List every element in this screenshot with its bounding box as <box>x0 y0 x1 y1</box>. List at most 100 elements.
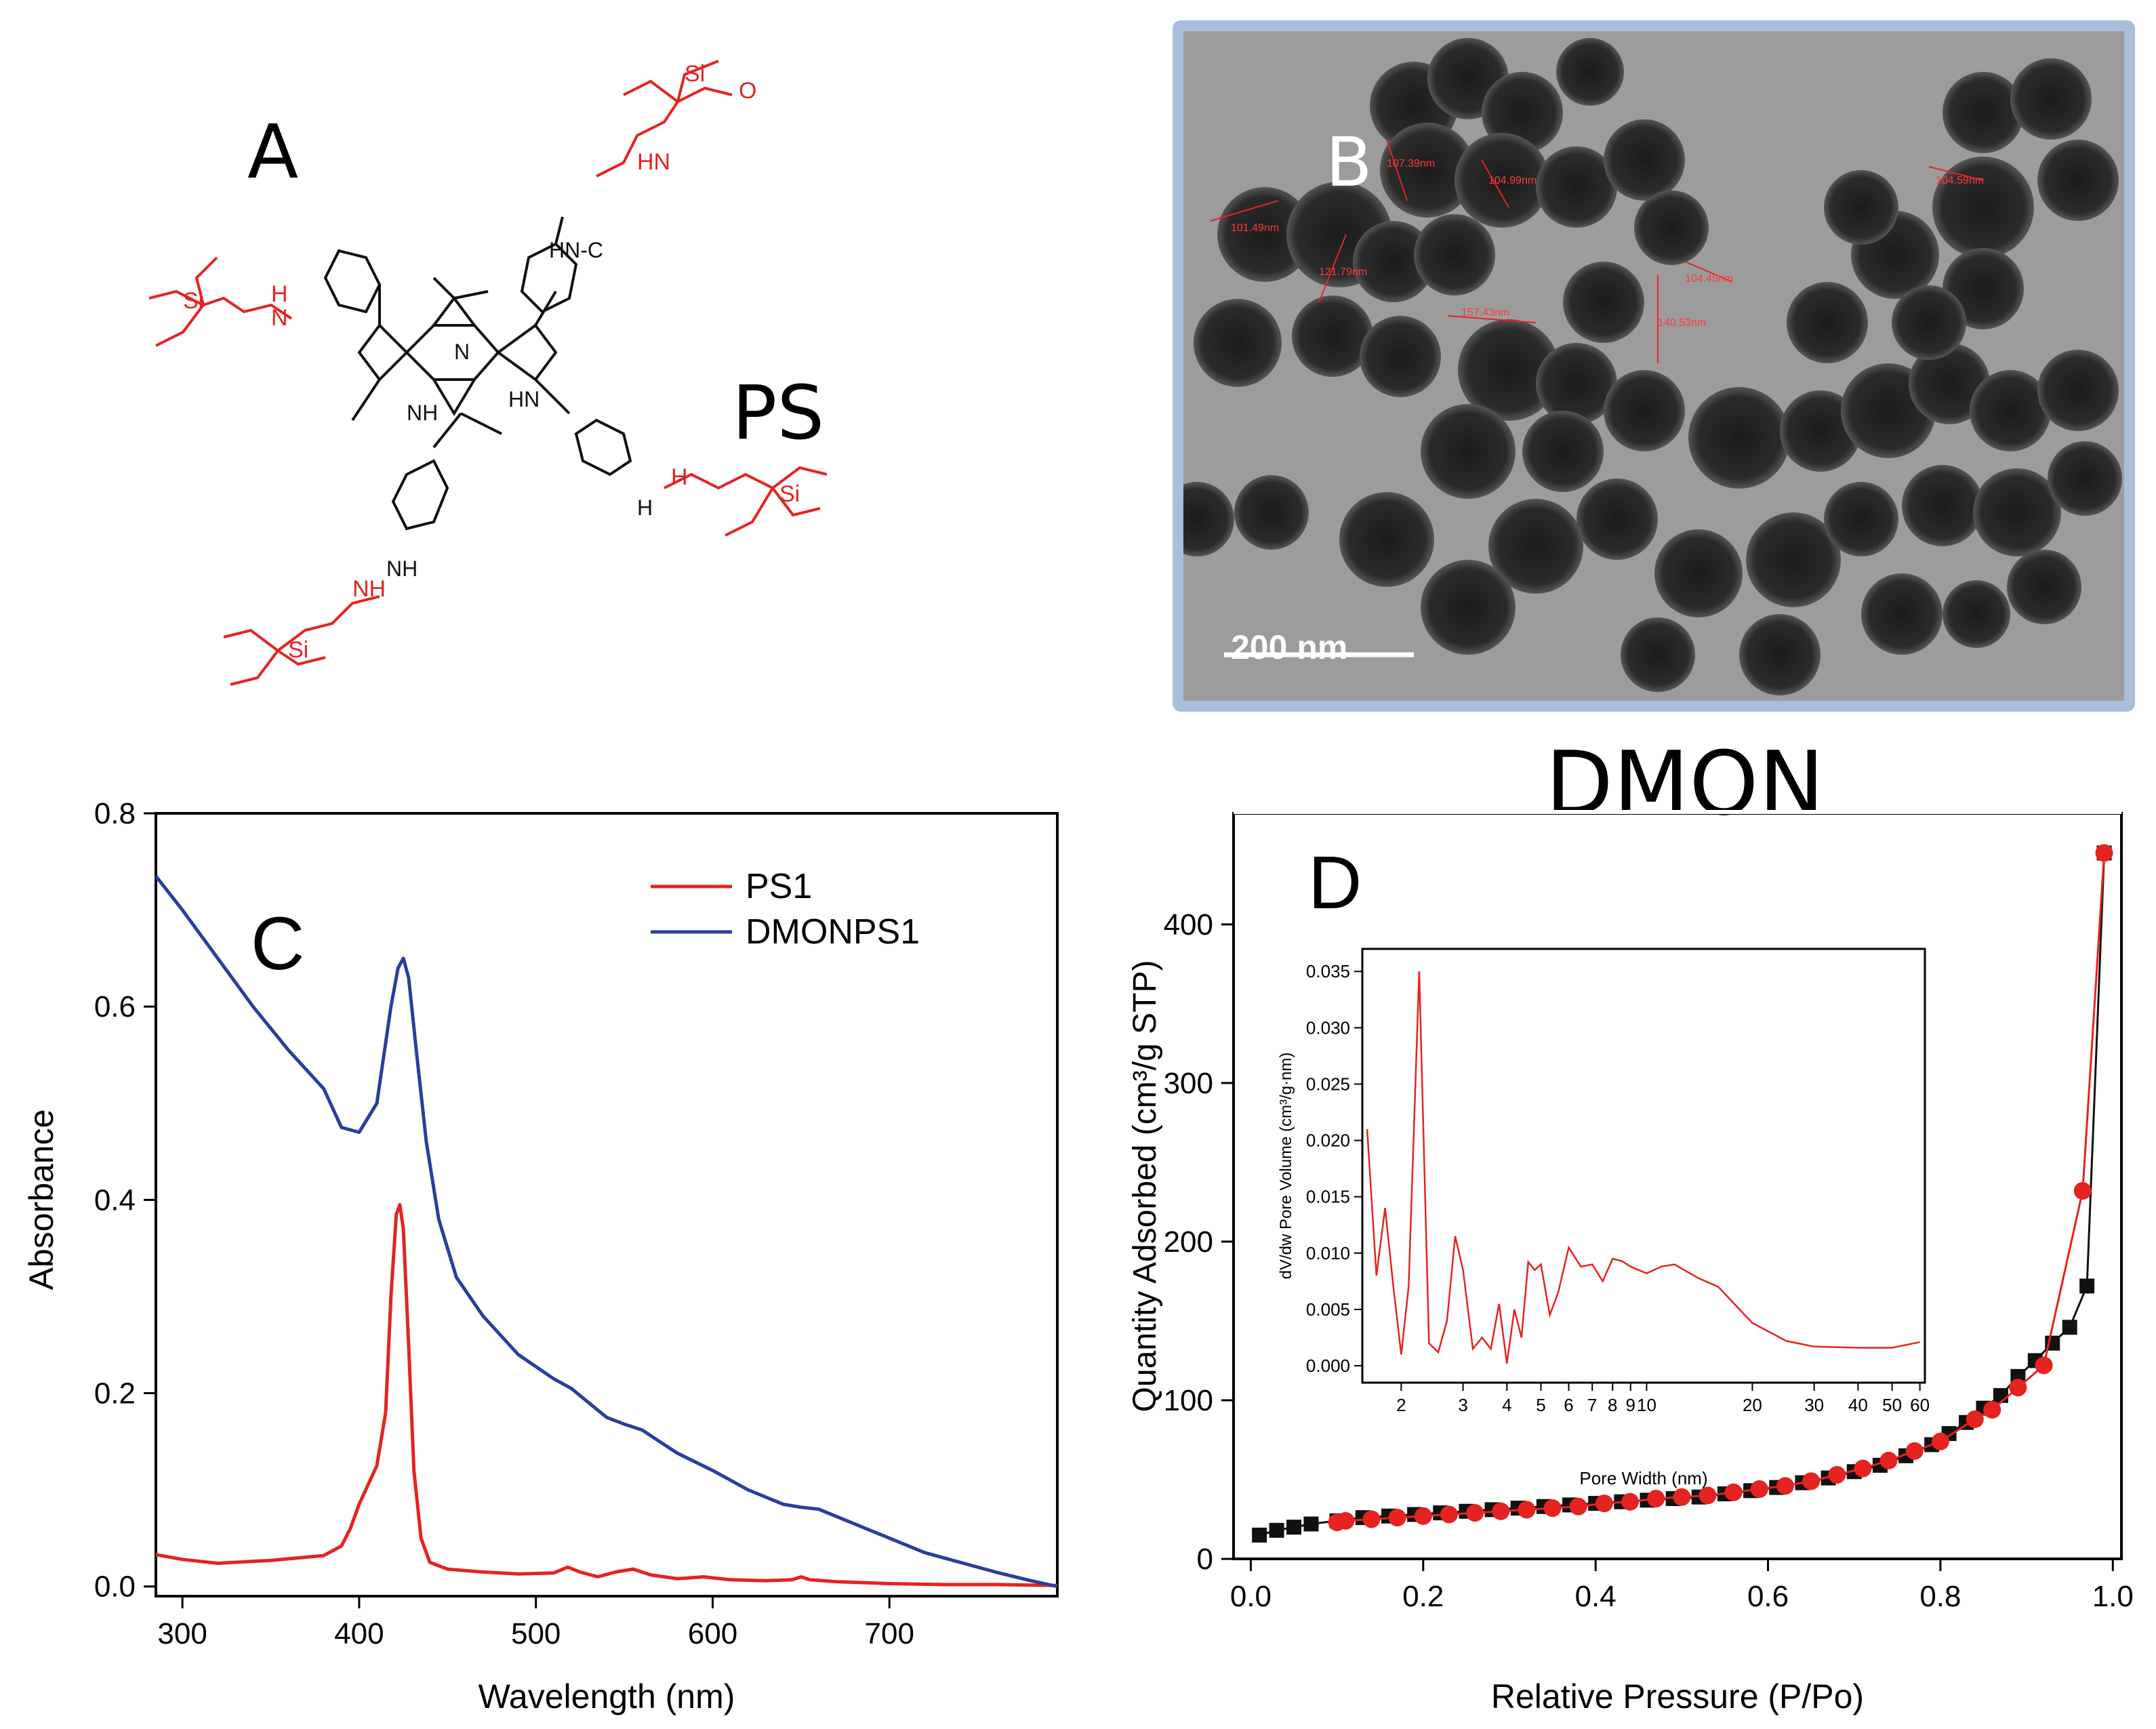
inset-x-tick-label: 8 <box>1608 1395 1617 1415</box>
series-line-ps1 <box>155 1203 1058 1587</box>
point-desorption <box>1879 1451 1898 1469</box>
d-ticks: 0.0 0.2 0.4 0.6 0.8 1.0 0 100 200 300 400 <box>1164 908 2134 1613</box>
inset-y-tick-label: 0.035 <box>1306 961 1350 981</box>
d-x-tick-label: 0.8 <box>1919 1580 1961 1613</box>
svg-text:104.45nm: 104.45nm <box>1685 273 1733 285</box>
svg-text:HN: HN <box>637 149 670 175</box>
inset-x-tick-label: 9 <box>1626 1395 1635 1415</box>
point-adsorption <box>1286 1520 1302 1535</box>
svg-text:N: N <box>271 305 288 331</box>
point-adsorption <box>2062 1320 2077 1335</box>
point-desorption <box>1414 1507 1432 1525</box>
svg-text:NH: NH <box>407 401 438 425</box>
legend-ps1: PS1 <box>746 867 812 906</box>
svg-text:140.53nm: 140.53nm <box>1658 317 1706 329</box>
c-x-axis-label: Wavelength (nm) <box>479 1677 735 1715</box>
dmon-title: DMON <box>1545 732 1825 835</box>
panel-b-label: B <box>1326 123 1372 202</box>
measurement-labels: 107.39nm 104.99nm 104.59nm 101.49nm 121.… <box>1231 158 1984 329</box>
point-desorption <box>1440 1505 1458 1524</box>
point-desorption <box>1905 1442 1924 1460</box>
inset-y-tick-label: 0.020 <box>1306 1131 1350 1151</box>
panel-c-label: C <box>251 902 304 985</box>
point-desorption <box>1388 1509 1406 1527</box>
point-desorption <box>1983 1401 2001 1419</box>
point-desorption <box>1569 1497 1587 1516</box>
d-y-axis-label: Quantity Adsorbed (cm³/g STP) <box>1127 960 1163 1412</box>
panel-a-label: A <box>247 108 299 195</box>
svg-text:Si: Si <box>288 637 308 663</box>
plot-frame-c <box>155 812 1059 1598</box>
inset-x-tick-label: 30 <box>1804 1395 1824 1415</box>
isotherm-chart: 0.0 0.2 0.4 0.6 0.8 1.0 0 100 200 300 400 D Relati… <box>1127 810 2134 1715</box>
core-labels: HN-C N NH HN H NH <box>386 238 653 581</box>
compound-label: PS <box>732 369 825 456</box>
point-desorption <box>1750 1480 1768 1499</box>
point-desorption <box>1362 1510 1381 1528</box>
scale-bar-label: 200 nm <box>1231 628 1348 666</box>
point-desorption <box>1621 1492 1640 1511</box>
point-desorption <box>1466 1504 1484 1522</box>
point-desorption <box>1776 1477 1794 1495</box>
point-adsorption <box>1303 1516 1319 1532</box>
d-y-tick-label: 400 <box>1164 908 1213 941</box>
measurement-lines <box>1210 139 1984 363</box>
svg-text:N: N <box>454 340 470 364</box>
point-adsorption <box>1252 1527 1267 1543</box>
point-desorption <box>2073 1182 2092 1200</box>
tem-image-frame: 107.39nm 104.99nm 104.59nm 101.49nm 121.… <box>1173 20 2135 712</box>
inset-ticks: 2 3 4 5 6 7 8 9 10 20 30 40 50 60 0.000 0.005 0.010 0.015… <box>1306 961 1930 1415</box>
point-desorption <box>1724 1483 1743 1501</box>
svg-text:H: H <box>671 464 688 490</box>
point-desorption <box>1673 1488 1691 1506</box>
svg-text:HN-C: HN-C <box>549 238 603 262</box>
c-y-tick-label: 0.6 <box>94 990 136 1023</box>
svg-text:101.49nm: 101.49nm <box>1231 222 1279 234</box>
point-desorption <box>2095 844 2113 862</box>
inset-y-axis-label: dV/dw Pore Volume (cm³/g·nm) <box>1277 1053 1295 1280</box>
svg-text:Si: Si <box>685 61 705 87</box>
inset-x-tick-label: 4 <box>1502 1395 1511 1415</box>
point-adsorption <box>2079 1278 2095 1294</box>
point-desorption <box>1828 1465 1846 1484</box>
point-desorption <box>1337 1511 1355 1530</box>
c-y-tick-label: 0.0 <box>94 1570 136 1604</box>
c-x-tick-label: 400 <box>334 1617 384 1650</box>
point-desorption <box>1647 1490 1665 1508</box>
c-x-tick-label: 300 <box>157 1617 207 1650</box>
d-series <box>1252 844 2113 1543</box>
d-x-tick-label: 0.2 <box>1402 1580 1444 1613</box>
inset-x-tick-label: 5 <box>1536 1395 1545 1415</box>
inset-x-axis-label: Pore Width (nm) <box>1579 1468 1707 1488</box>
c-ticks: 300 400 500 600 700 0.0 0.2 0.4 0.6 0.8 <box>94 797 914 1650</box>
d-x-tick-label: 1.0 <box>2092 1580 2134 1613</box>
point-adsorption <box>1993 1387 2008 1403</box>
inset-x-tick-label: 6 <box>1564 1395 1573 1415</box>
c-y-tick-label: 0.2 <box>94 1377 136 1410</box>
c-x-tick-label: 600 <box>688 1617 737 1650</box>
d-y-tick-label: 300 <box>1164 1067 1213 1100</box>
c-y-axis-label: Absorbance <box>22 1110 60 1290</box>
tem-micrograph: 107.39nm 104.99nm 104.59nm 101.49nm 121.… <box>1183 31 2124 701</box>
linker-labels: Si HN O Si H N Si H Si NH <box>183 61 800 663</box>
inset-x-tick-label: 2 <box>1396 1395 1406 1415</box>
point-desorption <box>1802 1472 1821 1490</box>
svg-text:104.59nm: 104.59nm <box>1936 175 1984 186</box>
svg-text:Si: Si <box>183 288 203 314</box>
svg-text:H: H <box>637 495 653 520</box>
legend-dmonps1: DMONPS1 <box>746 912 920 952</box>
d-y-tick-label: 100 <box>1164 1384 1213 1417</box>
nanoparticles <box>1183 38 2122 695</box>
inset-y-tick-label: 0.010 <box>1306 1243 1350 1263</box>
inset-y-tick-label: 0.025 <box>1306 1074 1350 1094</box>
point-desorption <box>2035 1356 2053 1375</box>
inset-series-line <box>1366 971 1920 1364</box>
inset-x-tick-label: 40 <box>1848 1395 1868 1415</box>
inset-series <box>1366 971 1920 1364</box>
inset-frame <box>1361 948 1926 1384</box>
inset-x-tick-label: 3 <box>1458 1395 1467 1415</box>
inset-x-tick-label: 10 <box>1637 1395 1656 1415</box>
point-desorption <box>1543 1499 1562 1518</box>
porphyrin-structure: Si HN O Si H N Si H Si NH HN-C N NH HN H… <box>148 60 828 686</box>
svg-text:HN: HN <box>508 387 540 411</box>
